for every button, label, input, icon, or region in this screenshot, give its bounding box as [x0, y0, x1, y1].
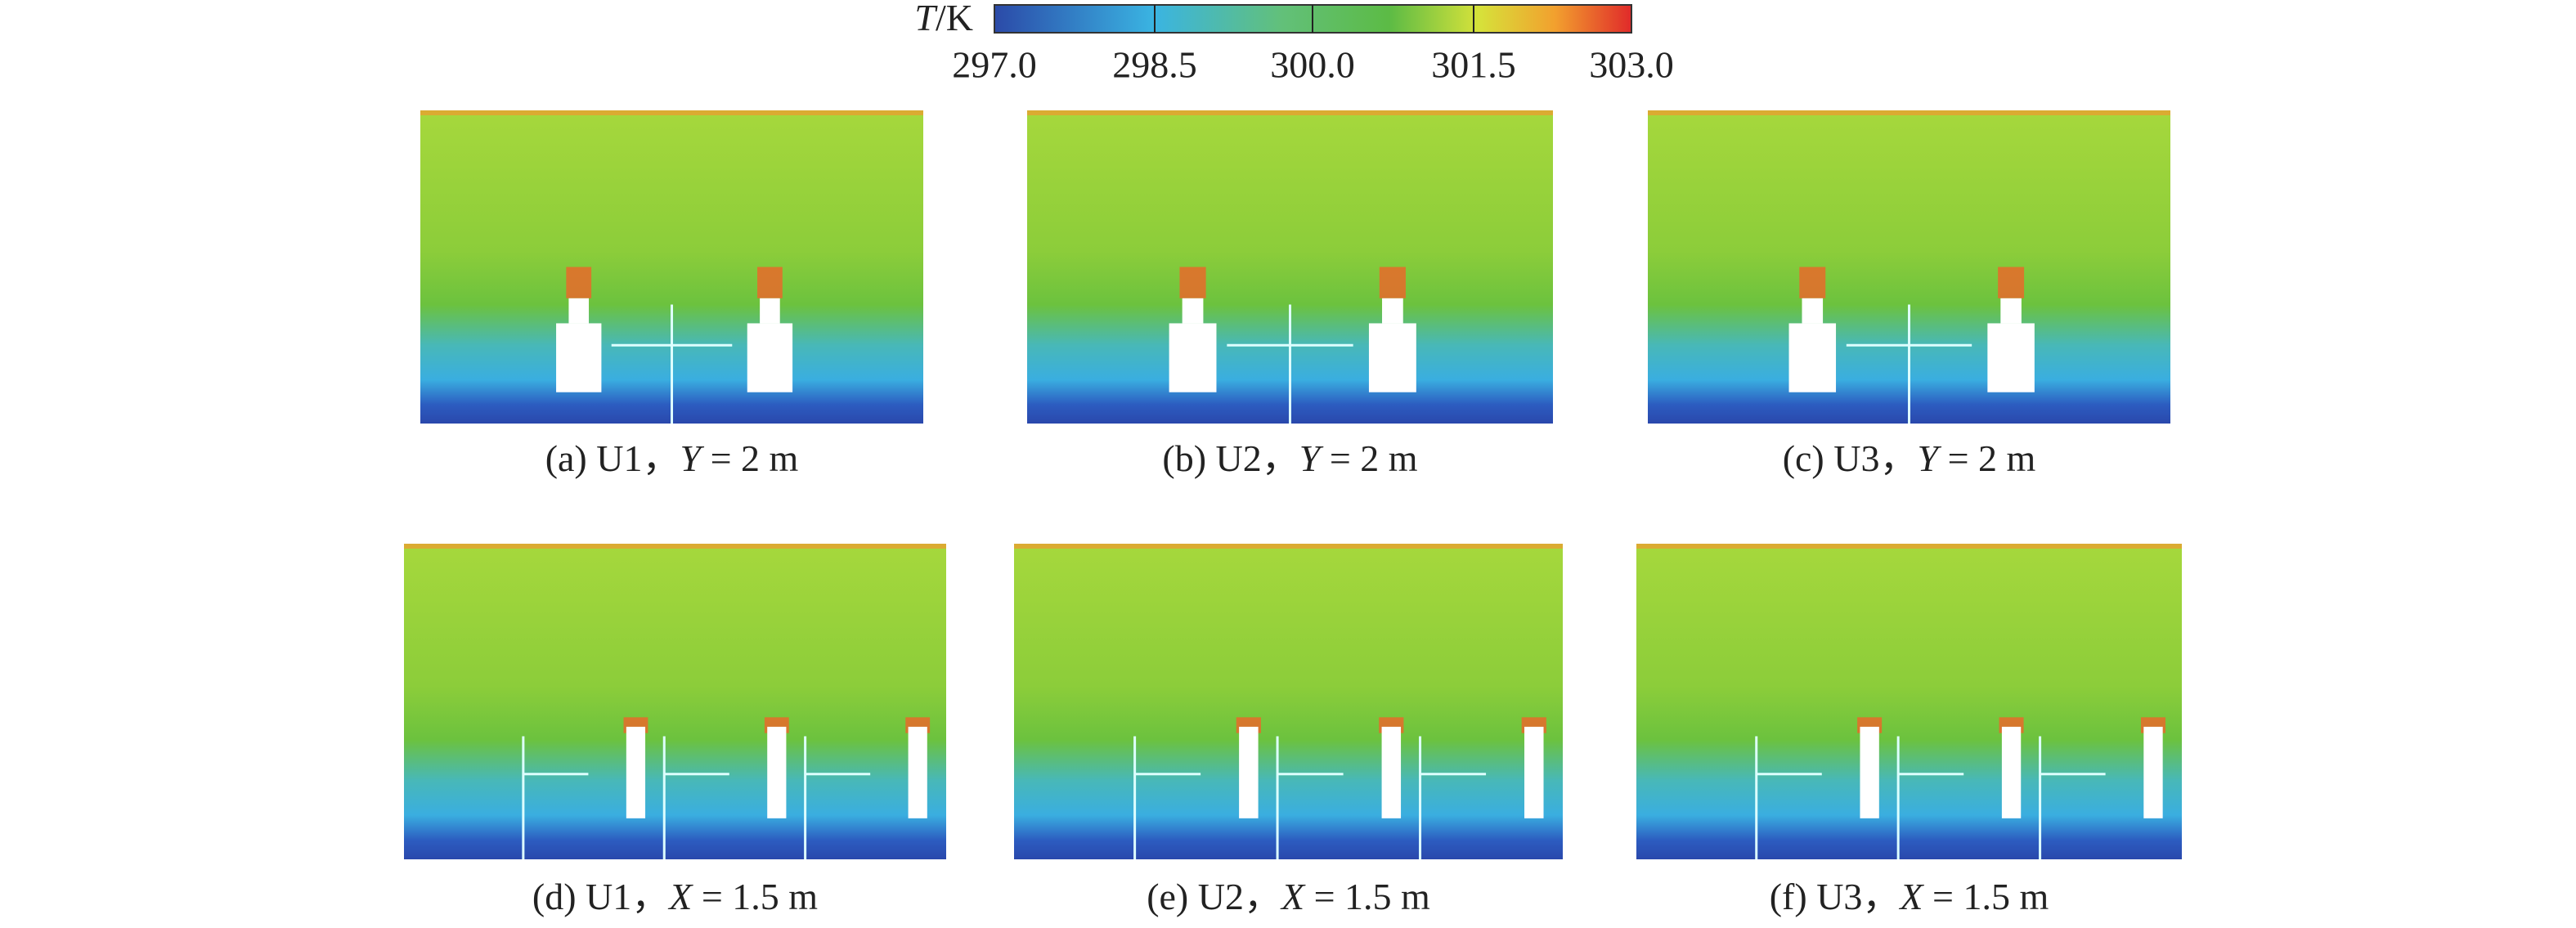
colorbar-tick-label: 298.5 [1112, 44, 1197, 86]
caption-rest: = 2 m [701, 437, 798, 479]
obstacle-top [1382, 298, 1403, 324]
caption-prefix: (f) U3， [1770, 876, 1901, 917]
plume [1998, 267, 2025, 298]
hot-edge [1027, 110, 1553, 115]
caption-rest: = 1.5 m [1304, 876, 1430, 917]
panel-caption: (e) U2，X = 1.5 m [1147, 876, 1430, 917]
obstacle-top [1182, 298, 1204, 324]
caption-rest: = 1.5 m [1923, 876, 2049, 917]
panel-caption: (f) U3，X = 1.5 m [1770, 876, 2049, 917]
colorbar-label: T/K [914, 0, 973, 38]
plume [1379, 267, 1406, 298]
caption-var: Y [1917, 437, 1941, 479]
contour-field [1636, 544, 2182, 859]
colorbar-tick-label: 297.0 [952, 44, 1037, 86]
panel-caption: (c) U3，Y = 2 m [1783, 437, 2036, 479]
caption-var: X [1898, 876, 1924, 917]
obstacle [1860, 726, 1879, 818]
panels: (a) U1，Y = 2 m (b) U2，Y = 2 m (c) U3，Y = 2… [404, 110, 2182, 917]
plume [1179, 267, 1206, 298]
contour-field [1014, 544, 1563, 859]
colorbar-tick-label: 303.0 [1589, 44, 1674, 86]
caption-var: Y [680, 437, 704, 479]
obstacle [1524, 726, 1544, 818]
obstacle [556, 323, 602, 392]
label-var: T [914, 0, 938, 38]
caption-var: Y [1299, 437, 1324, 479]
caption-var: X [667, 876, 693, 917]
obstacle [1239, 726, 1259, 818]
contour-field [404, 544, 946, 859]
hot-edge [420, 110, 923, 115]
obstacle [747, 323, 793, 392]
caption-prefix: (a) U1， [545, 437, 680, 479]
obstacle [1169, 323, 1217, 392]
caption-prefix: (e) U2， [1147, 876, 1281, 917]
obstacle [1987, 323, 2035, 392]
panel-caption: (d) U1，X = 1.5 m [532, 876, 818, 917]
obstacle-top [568, 298, 590, 324]
obstacle-top [2000, 298, 2022, 324]
plume [1799, 267, 1826, 298]
caption-rest: = 2 m [1320, 437, 1417, 479]
panel-caption: (a) U1，Y = 2 m [545, 437, 799, 479]
label-unit: /K [936, 0, 973, 38]
colorbar-tick-label: 301.5 [1431, 44, 1516, 86]
caption-prefix: (d) U1， [532, 876, 669, 917]
obstacle [908, 726, 927, 818]
hot-edge [404, 544, 946, 549]
panel-caption: (b) U2，Y = 2 m [1162, 437, 1417, 479]
caption-prefix: (b) U2， [1162, 437, 1299, 479]
caption-var: X [1280, 876, 1306, 917]
caption-rest: = 1.5 m [692, 876, 818, 917]
obstacle-top [760, 298, 780, 324]
hot-edge [1636, 544, 2182, 549]
obstacle [767, 726, 787, 818]
caption-prefix: (c) U3， [1783, 437, 1918, 479]
obstacle [626, 726, 646, 818]
hot-edge [1014, 544, 1563, 549]
obstacle [2143, 726, 2163, 818]
plume [757, 267, 783, 298]
obstacle [1788, 323, 1837, 392]
obstacle-top [1802, 298, 1824, 324]
obstacle [1368, 323, 1416, 392]
colorbar-tick-label: 300.0 [1270, 44, 1355, 86]
hot-edge [1648, 110, 2170, 115]
plume [566, 267, 592, 298]
caption-rest: = 2 m [1938, 437, 2035, 479]
obstacle [2001, 726, 2022, 818]
obstacle [1381, 726, 1402, 818]
